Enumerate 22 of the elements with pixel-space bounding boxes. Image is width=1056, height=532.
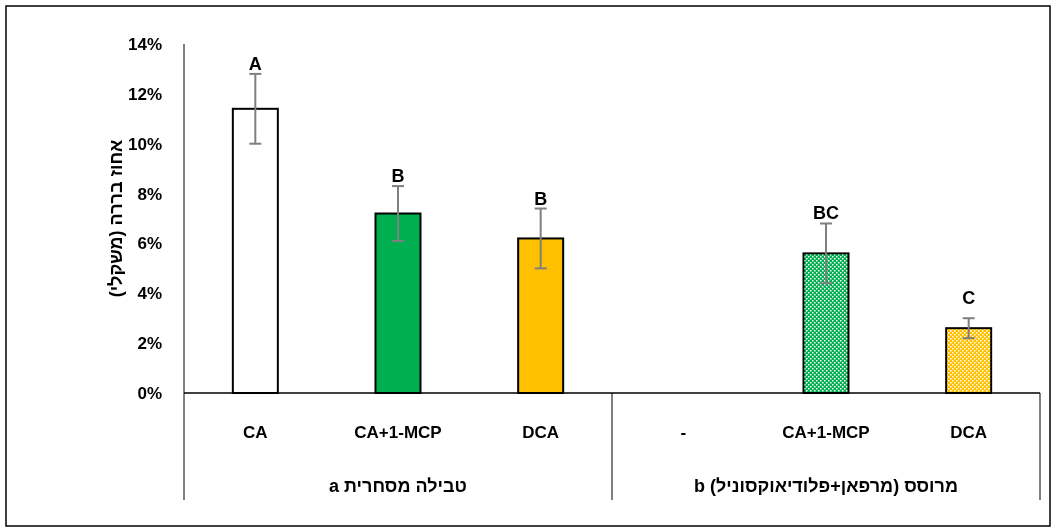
y-tick-label: 12% [127,84,162,104]
data-label: C [962,288,976,309]
text: מרוסס (מרפאן+פלודיאוקסוניל) b [693,476,959,496]
data-label: BC [813,203,839,224]
data-label: A [248,53,262,74]
x-tick-label: - [680,423,687,442]
y-tick-label: 14% [127,35,162,54]
x-tick-label: CA [243,423,268,442]
y-tick-label: 8% [137,184,162,204]
x-tick-label: DCA [522,423,560,442]
y-tick-label: 6% [137,234,162,254]
data-label: B [534,188,548,209]
data-label: B [391,166,405,187]
y-axis-title: אחוז בררה (משקלי) [106,139,126,298]
y-tick-label: 10% [127,134,162,154]
x-tick-label: DCA [950,423,988,442]
y-tick-label: 2% [137,334,162,354]
x-tick-label: CA+1-MCP [354,423,442,442]
text: טבילה מסחרית a [329,476,467,496]
y-tick-label: 4% [137,284,162,304]
x-tick-label: CA+1-MCP [782,423,870,442]
y-tick-label: 0% [137,384,162,403]
